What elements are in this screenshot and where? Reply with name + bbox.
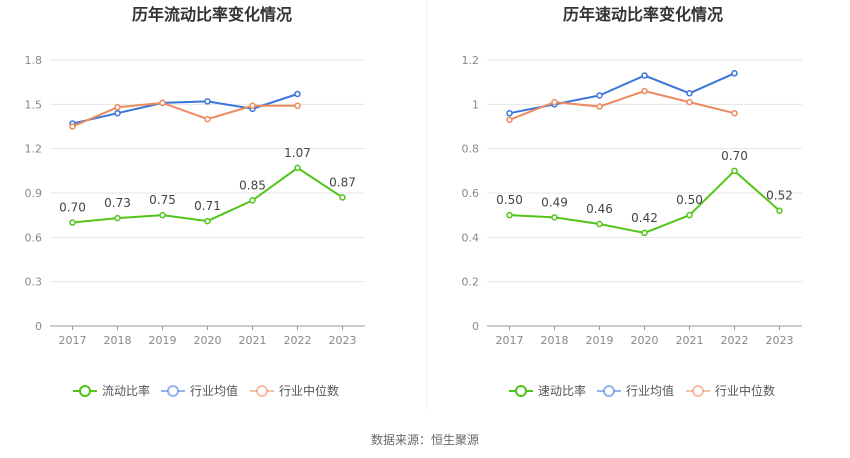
- data-label: 0.50: [496, 193, 523, 207]
- data-label: 0.50: [676, 193, 703, 207]
- data-point[interactable]: [596, 92, 603, 99]
- x-tick-label: 2017: [496, 334, 524, 347]
- chart-title: 历年速动比率变化情况: [563, 5, 723, 24]
- y-tick-label: 0.6: [25, 231, 43, 244]
- x-tick-label: 2023: [329, 334, 357, 347]
- data-label: 0.87: [329, 175, 356, 189]
- legend-marker-dot[interactable]: [167, 385, 179, 397]
- x-tick-label: 2018: [104, 334, 132, 347]
- legend-label[interactable]: 流动比率: [102, 383, 150, 398]
- chart-title: 历年流动比率变化情况: [132, 5, 292, 24]
- data-point[interactable]: [506, 109, 513, 117]
- y-tick-label: 0: [35, 320, 42, 333]
- data-point[interactable]: [159, 99, 166, 107]
- y-tick-label: 0: [472, 320, 479, 333]
- data-point[interactable]: [731, 109, 738, 117]
- x-tick-label: 2017: [59, 334, 87, 347]
- data-point[interactable]: [114, 104, 121, 111]
- data-point[interactable]: [294, 90, 301, 98]
- x-tick-label: 2022: [721, 334, 749, 347]
- data-point[interactable]: [686, 98, 693, 106]
- data-label: 0.46: [586, 202, 613, 216]
- y-tick-label: 1: [472, 98, 479, 111]
- x-tick-label: 2019: [586, 334, 614, 347]
- legend-label[interactable]: 行业均值: [190, 383, 238, 398]
- y-tick-label: 1.8: [25, 54, 43, 67]
- data-label: 0.42: [631, 211, 658, 225]
- y-tick-label: 1.2: [25, 143, 43, 156]
- x-tick-label: 2021: [676, 334, 704, 347]
- data-label: 0.70: [59, 201, 86, 215]
- data-point[interactable]: [506, 211, 513, 219]
- y-tick-label: 1.2: [462, 54, 480, 67]
- data-label: 1.07: [284, 146, 311, 160]
- data-label: 0.75: [149, 193, 176, 207]
- x-tick-label: 2020: [194, 334, 222, 347]
- data-point[interactable]: [776, 207, 783, 214]
- data-point[interactable]: [731, 70, 738, 77]
- y-tick-label: 0.9: [25, 187, 43, 200]
- y-tick-label: 0.4: [462, 231, 480, 244]
- data-point[interactable]: [551, 214, 558, 221]
- data-point[interactable]: [596, 220, 603, 228]
- data-label: 0.70: [721, 149, 748, 163]
- data-point[interactable]: [249, 197, 256, 204]
- data-label: 0.85: [239, 178, 266, 192]
- legend-label[interactable]: 行业中位数: [279, 383, 339, 398]
- data-source-footer: 数据来源：恒生聚源: [370, 433, 479, 447]
- series-line: [72, 93, 298, 125]
- series-line: [509, 89, 735, 121]
- data-point[interactable]: [294, 164, 301, 172]
- legend-marker-dot[interactable]: [79, 385, 91, 397]
- data-point[interactable]: [551, 98, 558, 106]
- data-point[interactable]: [114, 109, 121, 117]
- x-tick-label: 2022: [284, 334, 312, 347]
- data-point[interactable]: [69, 219, 76, 226]
- current-ratio-chart: 历年流动比率变化情况 0 0.3 0.6 0.9 1.2 1.5 1.8 2017 2018 201…: [25, 5, 365, 398]
- legend-label[interactable]: 行业均值: [626, 383, 674, 398]
- data-point[interactable]: [204, 217, 211, 225]
- data-point[interactable]: [204, 98, 211, 105]
- data-point[interactable]: [731, 167, 738, 175]
- data-point[interactable]: [114, 214, 121, 222]
- legend-label[interactable]: 行业中位数: [715, 383, 775, 398]
- data-point[interactable]: [249, 102, 256, 110]
- data-point[interactable]: [641, 229, 648, 237]
- legend-label[interactable]: 速动比率: [538, 383, 586, 398]
- data-label: 0.49: [541, 195, 568, 209]
- x-tick-label: 2019: [149, 334, 177, 347]
- y-tick-label: 1.5: [25, 98, 43, 111]
- legend-marker-dot[interactable]: [603, 385, 615, 397]
- legend-marker-dot[interactable]: [256, 385, 268, 397]
- y-tick-label: 0.3: [25, 276, 43, 289]
- y-tick-label: 0.8: [462, 143, 480, 156]
- data-point[interactable]: [686, 90, 693, 97]
- data-point[interactable]: [339, 194, 346, 201]
- quick-ratio-chart: 历年速动比率变化情况 0 0.2 0.4 0.6 0.8 1 1.2 2017 2018 2019 2…: [462, 5, 802, 398]
- y-tick-label: 0.6: [462, 187, 480, 200]
- data-point[interactable]: [686, 211, 693, 219]
- series-line: [72, 101, 298, 128]
- x-tick-label: 2020: [631, 334, 659, 347]
- x-tick-label: 2023: [766, 334, 794, 347]
- data-label: 0.52: [766, 189, 793, 203]
- x-tick-label: 2018: [541, 334, 569, 347]
- data-label: 0.71: [194, 199, 221, 213]
- data-point[interactable]: [641, 87, 648, 95]
- legend-marker-dot[interactable]: [515, 385, 527, 397]
- y-tick-label: 0.2: [462, 276, 480, 289]
- data-point[interactable]: [596, 103, 603, 110]
- data-point[interactable]: [641, 72, 648, 79]
- data-point[interactable]: [204, 115, 211, 123]
- data-point[interactable]: [294, 102, 301, 110]
- data-point[interactable]: [69, 123, 76, 130]
- data-point[interactable]: [159, 211, 166, 219]
- data-label: 0.73: [104, 196, 131, 210]
- x-tick-label: 2021: [239, 334, 267, 347]
- legend-marker-dot[interactable]: [692, 385, 704, 397]
- data-point[interactable]: [506, 116, 513, 124]
